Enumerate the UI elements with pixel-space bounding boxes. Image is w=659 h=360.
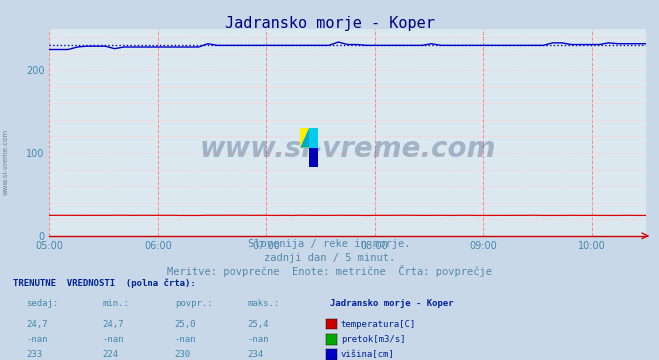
Polygon shape <box>300 128 309 148</box>
Text: Meritve: povprečne  Enote: metrične  Črta: povprečje: Meritve: povprečne Enote: metrične Črta:… <box>167 265 492 278</box>
Text: TRENUTNE  VREDNOSTI  (polna črta):: TRENUTNE VREDNOSTI (polna črta): <box>13 279 196 288</box>
Text: višina[cm]: višina[cm] <box>341 350 395 359</box>
Polygon shape <box>300 128 309 148</box>
Bar <box>309 128 318 148</box>
Text: 234: 234 <box>247 350 263 359</box>
Text: 25,0: 25,0 <box>175 320 196 329</box>
Text: www.si-vreme.com: www.si-vreme.com <box>200 135 496 163</box>
Text: Jadransko morje - Koper: Jadransko morje - Koper <box>330 299 453 308</box>
Text: Jadransko morje - Koper: Jadransko morje - Koper <box>225 16 434 31</box>
Text: povpr.:: povpr.: <box>175 299 212 308</box>
Text: pretok[m3/s]: pretok[m3/s] <box>341 335 405 344</box>
Text: temperatura[C]: temperatura[C] <box>341 320 416 329</box>
Text: www.si-vreme.com: www.si-vreme.com <box>2 129 9 195</box>
Text: 233: 233 <box>26 350 42 359</box>
Text: -nan: -nan <box>26 335 48 344</box>
Text: min.:: min.: <box>102 299 129 308</box>
Text: 224: 224 <box>102 350 118 359</box>
Text: Slovenija / reke in morje.: Slovenija / reke in morje. <box>248 239 411 249</box>
Text: sedaj:: sedaj: <box>26 299 59 308</box>
Text: -nan: -nan <box>102 335 124 344</box>
Text: 230: 230 <box>175 350 190 359</box>
Text: zadnji dan / 5 minut.: zadnji dan / 5 minut. <box>264 253 395 263</box>
Text: -nan: -nan <box>175 335 196 344</box>
Text: 24,7: 24,7 <box>102 320 124 329</box>
Text: maks.:: maks.: <box>247 299 279 308</box>
Text: -nan: -nan <box>247 335 269 344</box>
Text: 24,7: 24,7 <box>26 320 48 329</box>
Text: 25,4: 25,4 <box>247 320 269 329</box>
Bar <box>309 148 318 167</box>
Bar <box>300 128 309 148</box>
